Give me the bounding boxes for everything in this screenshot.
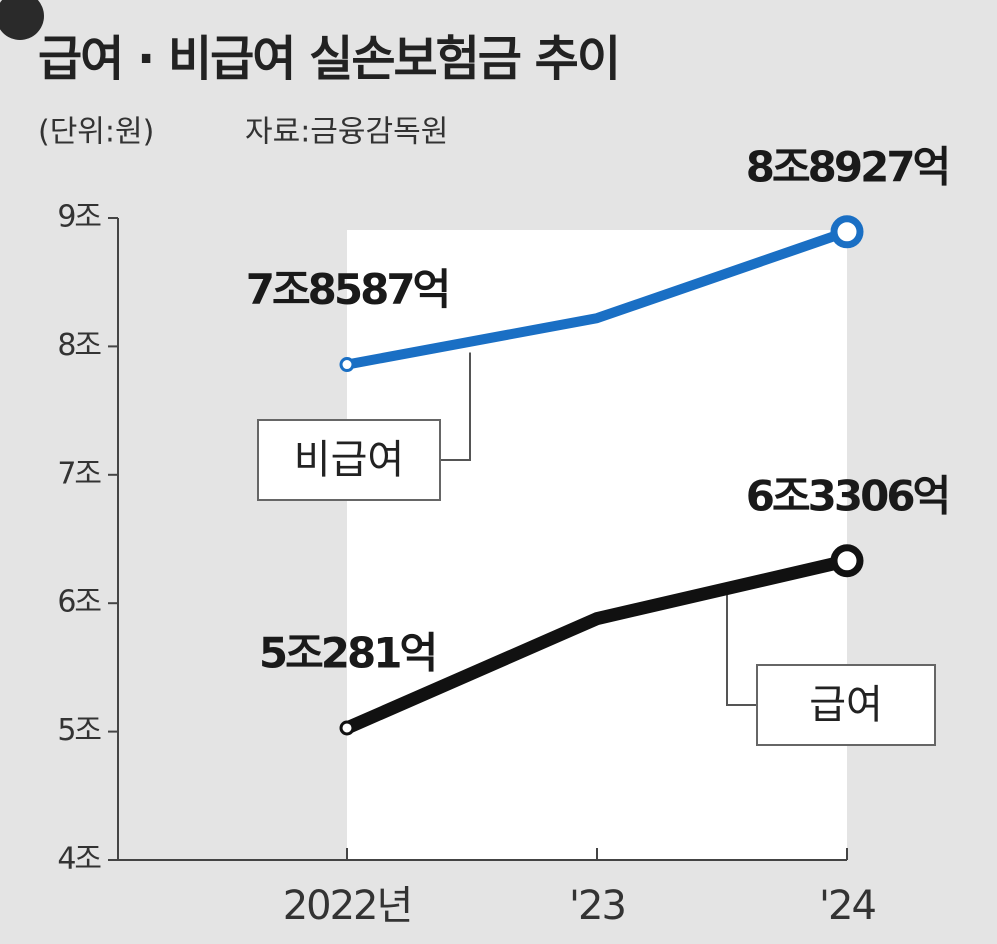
- y-tick-label: 6조: [57, 585, 101, 620]
- point: [830, 544, 864, 578]
- source: 자료:금융감독원: [245, 115, 448, 150]
- series-line: [342, 226, 852, 370]
- point: [339, 720, 355, 736]
- legend-box: [257, 419, 441, 501]
- x-tick-label: '23: [569, 883, 625, 929]
- value-label: 5조281억: [259, 628, 435, 677]
- y-tick-label: 4조: [57, 842, 101, 877]
- point: [339, 357, 355, 373]
- x-tick-label: 2022년: [283, 883, 412, 929]
- y-tick-label: 7조: [57, 456, 101, 491]
- legend-connector: [726, 590, 757, 706]
- y-tick-label: 5조: [57, 713, 101, 748]
- point: [830, 215, 864, 249]
- legend-label: 비급여: [294, 437, 404, 483]
- y-tick-label: 9조: [57, 200, 101, 235]
- y-tick-label: 8조: [57, 328, 101, 363]
- legend-connector: [440, 352, 471, 461]
- unit-label: (단위:원): [38, 115, 154, 150]
- corner-icon: [0, 0, 44, 40]
- legend-label: 급여: [809, 682, 883, 728]
- x-tick-label: '24: [819, 883, 875, 929]
- plot-band: [347, 230, 847, 860]
- value-label: 6조3306억: [746, 471, 948, 520]
- series-line: [340, 554, 854, 735]
- chart-title: 급여 · 비급여 실손보험금 추이: [38, 31, 619, 87]
- value-label: 7조8587억: [246, 265, 448, 314]
- legend-box: [756, 664, 936, 746]
- value-label: 8조8927억: [746, 142, 948, 191]
